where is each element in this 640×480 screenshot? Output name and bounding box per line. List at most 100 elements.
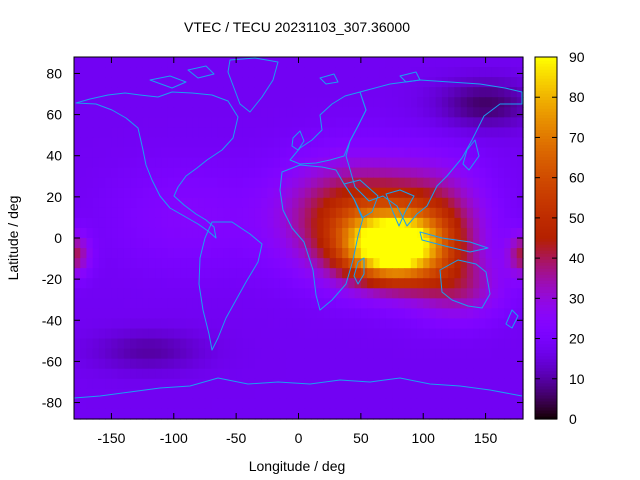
heatmap-cell (167, 388, 175, 400)
heatmap-cell (80, 147, 88, 159)
heatmap-cell (416, 197, 424, 209)
heatmap-cell (155, 308, 162, 320)
heatmap-cell (454, 408, 462, 420)
heatmap-cell (323, 378, 331, 390)
heatmap-cell (242, 268, 250, 279)
heatmap-cell (198, 117, 206, 128)
heatmap-cell (117, 57, 125, 68)
heatmap-cell (167, 197, 175, 209)
heatmap-cell (211, 207, 219, 219)
heatmap-cell (254, 217, 262, 229)
heatmap-cell (379, 298, 387, 309)
heatmap-cell (466, 187, 474, 199)
heatmap-cell (423, 378, 431, 390)
heatmap-cell (498, 338, 505, 350)
heatmap-cell (155, 288, 162, 299)
heatmap-cell (117, 358, 125, 370)
heatmap-cell (111, 298, 119, 309)
heatmap-cell (323, 207, 331, 219)
heatmap-cell (479, 87, 487, 98)
heatmap-cell (267, 328, 275, 340)
heatmap-cell (105, 57, 113, 68)
heatmap-cell (423, 67, 431, 78)
heatmap-cell (373, 288, 381, 299)
heatmap-cell (198, 217, 206, 229)
heatmap-cell (342, 368, 349, 380)
heatmap-cell (429, 398, 437, 410)
heatmap-cell (435, 177, 443, 189)
heatmap-cell (286, 57, 293, 68)
colorbar-step (535, 153, 557, 158)
heatmap-cell (155, 408, 162, 420)
heatmap-cell (204, 248, 212, 259)
heatmap-cell (441, 207, 449, 219)
heatmap-cell (429, 77, 437, 88)
heatmap-cell (454, 197, 462, 209)
heatmap-cell (167, 137, 175, 149)
heatmap-cell (186, 388, 194, 400)
heatmap-cell (360, 338, 368, 350)
heatmap-cell (304, 207, 312, 219)
colorbar-step (535, 162, 557, 167)
heatmap-cell (429, 388, 437, 400)
heatmap-cell (310, 127, 318, 139)
heatmap-cell (304, 97, 312, 108)
heatmap-cell (173, 107, 181, 118)
heatmap-cell (373, 328, 381, 340)
heatmap-cell (404, 248, 412, 259)
heatmap-cell (292, 248, 300, 259)
heatmap-cell (342, 268, 349, 279)
colorbar-step (535, 87, 557, 91)
heatmap-cell (516, 77, 524, 88)
heatmap-cell (223, 107, 231, 118)
colorbar-step (535, 144, 557, 149)
heatmap-cell (92, 167, 100, 179)
heatmap-cell (148, 167, 156, 179)
heatmap-cell (204, 298, 212, 309)
heatmap-cell (317, 187, 325, 199)
heatmap-cell (248, 87, 256, 98)
heatmap-cell (186, 258, 194, 269)
heatmap-cell (279, 288, 287, 299)
heatmap-cell (379, 107, 387, 118)
heatmap-cell (516, 117, 524, 128)
heatmap-cell (261, 348, 268, 360)
heatmap-cell (198, 137, 206, 149)
heatmap-cell (448, 278, 456, 289)
heatmap-cell (254, 408, 262, 420)
heatmap-cell (204, 187, 212, 199)
heatmap-cell (392, 298, 399, 309)
colorbar-step (535, 234, 557, 239)
heatmap-cell (292, 107, 300, 118)
heatmap-cell (98, 358, 106, 370)
colorbar-step (535, 250, 557, 254)
heatmap-cell (92, 207, 100, 219)
heatmap-cell (504, 388, 512, 400)
heatmap-cell (148, 57, 156, 68)
heatmap-cell (98, 348, 106, 360)
heatmap-cell (310, 258, 318, 269)
heatmap-cell (180, 207, 187, 219)
heatmap-cell (379, 87, 387, 98)
heatmap-cell (254, 238, 262, 249)
colorbar-step (535, 90, 557, 94)
heatmap-cell (248, 298, 256, 309)
heatmap-cell (74, 147, 81, 159)
heatmap-cell (192, 298, 200, 309)
heatmap-cell (211, 238, 219, 249)
heatmap-cell (335, 328, 343, 340)
heatmap-cell (398, 258, 406, 269)
heatmap-cell (130, 348, 137, 360)
heatmap-cell (510, 217, 518, 229)
heatmap-cell (479, 358, 487, 370)
heatmap-cell (130, 207, 137, 219)
heatmap-cell (460, 268, 468, 279)
heatmap-cell (180, 338, 187, 350)
heatmap-cell (441, 248, 449, 259)
heatmap-cell (192, 117, 200, 128)
heatmap-cell (360, 187, 368, 199)
heatmap-cell (229, 187, 237, 199)
heatmap-cell (479, 137, 487, 149)
heatmap-cell (367, 177, 374, 189)
